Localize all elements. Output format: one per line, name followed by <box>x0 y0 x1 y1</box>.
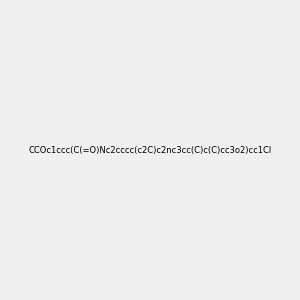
Text: CCOc1ccc(C(=O)Nc2cccc(c2C)c2nc3cc(C)c(C)cc3o2)cc1Cl: CCOc1ccc(C(=O)Nc2cccc(c2C)c2nc3cc(C)c(C)… <box>28 146 272 154</box>
